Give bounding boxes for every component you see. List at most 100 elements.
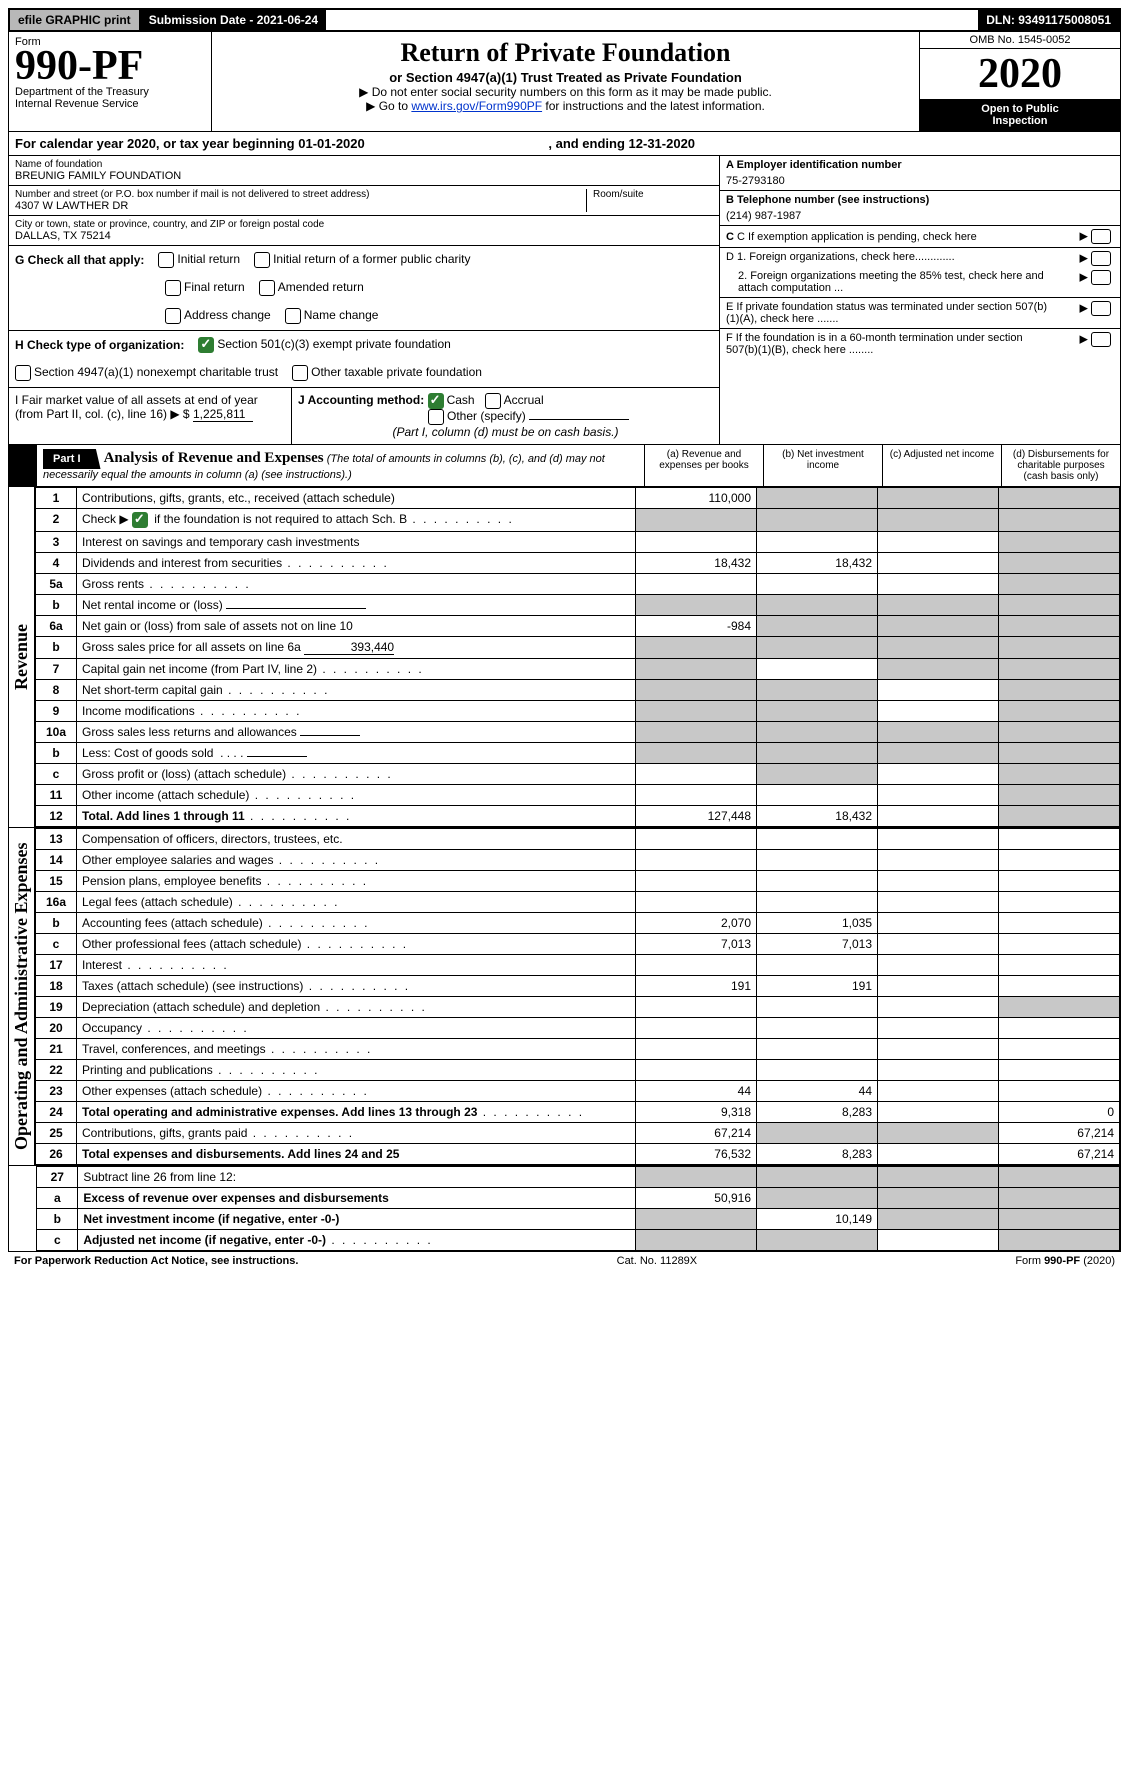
g-initial-former: Initial return of a former public charit… [273, 252, 470, 266]
irs-link[interactable]: www.irs.gov/Form990PF [411, 99, 542, 113]
footer-right: Form 990-PF (2020) [1015, 1255, 1115, 1267]
h-other: Other taxable private foundation [311, 365, 482, 379]
other-specify-field[interactable] [529, 419, 629, 420]
b-label: B Telephone number (see instructions) [726, 194, 929, 206]
col-c-header: (c) Adjusted net income [882, 445, 1001, 486]
table-row: 12Total. Add lines 1 through 11127,44818… [36, 806, 1120, 827]
accrual-checkbox[interactable] [485, 393, 501, 409]
10b-field[interactable] [247, 756, 307, 757]
info-right: A Employer identification number 75-2793… [719, 156, 1120, 444]
dept-treasury: Department of the Treasury [15, 86, 205, 98]
irs-label: Internal Revenue Service [15, 98, 205, 110]
table-row: aExcess of revenue over expenses and dis… [37, 1188, 1120, 1209]
section-ij: I Fair market value of all assets at end… [9, 388, 719, 444]
table-row: bAccounting fees (attach schedule)2,0701… [36, 913, 1120, 934]
h-501: Section 501(c)(3) exempt private foundat… [217, 337, 450, 351]
city-cell: City or town, state or province, country… [9, 216, 719, 246]
table-row: 27Subtract line 26 from line 12: [37, 1167, 1120, 1188]
table-row: 10aGross sales less returns and allowanc… [36, 722, 1120, 743]
table-row: 4Dividends and interest from securities1… [36, 553, 1120, 574]
f-label: F If the foundation is in a 60-month ter… [726, 332, 1056, 356]
sch-b-checkbox[interactable] [132, 512, 148, 528]
table-row: 18Taxes (attach schedule) (see instructi… [36, 976, 1120, 997]
ein-cell: A Employer identification number 75-2793… [720, 156, 1120, 191]
address-change-checkbox[interactable] [165, 308, 181, 324]
c-checkbox[interactable] [1091, 229, 1111, 244]
cash-checkbox[interactable] [428, 393, 444, 409]
d1-label: D 1. Foreign organizations, check here..… [726, 251, 955, 266]
10a-field[interactable] [300, 735, 360, 736]
table-row: 22Printing and publications [36, 1060, 1120, 1081]
d2-label: 2. Foreign organizations meeting the 85%… [726, 270, 1048, 294]
4947-checkbox[interactable] [15, 365, 31, 381]
table-row: 15Pension plans, employee benefits [36, 871, 1120, 892]
cal-begin: 01-01-2020 [298, 136, 365, 151]
expenses-table: 13Compensation of officers, directors, t… [35, 828, 1120, 1165]
name-change-checkbox[interactable] [285, 308, 301, 324]
dln-label: DLN: 93491175008051 [978, 10, 1119, 30]
part1-header-row: Part I Analysis of Revenue and Expenses … [8, 445, 1121, 487]
section-j: J Accounting method: Cash Accrual Other … [292, 388, 719, 444]
page-footer: For Paperwork Reduction Act Notice, see … [8, 1252, 1121, 1270]
table-row: 17Interest [36, 955, 1120, 976]
expenses-section: Operating and Administrative Expenses 13… [8, 828, 1121, 1166]
instruction-1: ▶ Do not enter social security numbers o… [218, 85, 913, 99]
d2-checkbox[interactable] [1091, 270, 1111, 285]
c-cell: C C If exemption application is pending,… [720, 226, 1120, 248]
j-accrual: Accrual [504, 393, 544, 407]
cal-end: 12-31-2020 [629, 136, 696, 151]
g-label: G Check all that apply: [15, 253, 144, 267]
section-i: I Fair market value of all assets at end… [9, 388, 292, 444]
d-cell: D 1. Foreign organizations, check here..… [720, 248, 1120, 298]
f-cell: F If the foundation is in a 60-month ter… [720, 329, 1120, 359]
phone-cell: B Telephone number (see instructions) (2… [720, 191, 1120, 226]
initial-return-checkbox[interactable] [158, 252, 174, 268]
final-return-checkbox[interactable] [165, 280, 181, 296]
amended-return-checkbox[interactable] [259, 280, 275, 296]
part1-side-spacer [9, 445, 37, 486]
table-row: 7Capital gain net income (from Part IV, … [36, 659, 1120, 680]
part1-badge: Part I [43, 449, 101, 469]
expenses-side-label: Operating and Administrative Expenses [9, 828, 35, 1165]
form-subtitle: or Section 4947(a)(1) Trust Treated as P… [218, 70, 913, 85]
f-checkbox[interactable] [1091, 332, 1111, 347]
header-left: Form 990-PF Department of the Treasury I… [9, 32, 212, 131]
e-checkbox[interactable] [1091, 301, 1111, 316]
instruction-2: ▶ Go to www.irs.gov/Form990PF for instru… [218, 99, 913, 113]
table-row: 9Income modifications [36, 701, 1120, 722]
d1-checkbox[interactable] [1091, 251, 1111, 266]
j-cash: Cash [447, 393, 475, 407]
g-name: Name change [304, 308, 379, 322]
6b-value: 393,440 [304, 640, 394, 655]
line27-section: 27Subtract line 26 from line 12: aExcess… [8, 1166, 1121, 1252]
j-note: (Part I, column (d) must be on cash basi… [298, 425, 713, 439]
g-initial: Initial return [177, 252, 240, 266]
addr-label: Number and street (or P.O. box number if… [15, 189, 586, 200]
table-row: cAdjusted net income (if negative, enter… [37, 1230, 1120, 1251]
table-row: 23Other expenses (attach schedule)4444 [36, 1081, 1120, 1102]
initial-former-checkbox[interactable] [254, 252, 270, 268]
j-label: J Accounting method: [298, 393, 424, 407]
h-4947: Section 4947(a)(1) nonexempt charitable … [34, 365, 278, 379]
other-method-checkbox[interactable] [428, 409, 444, 425]
instr2-post: for instructions and the latest informat… [542, 99, 765, 113]
foundation-name: BREUNIG FAMILY FOUNDATION [15, 170, 713, 182]
table-row: 25Contributions, gifts, grants paid67,21… [36, 1123, 1120, 1144]
501c3-checkbox[interactable] [198, 337, 214, 353]
table-row: bLess: Cost of goods sold . . . . [36, 743, 1120, 764]
table-row: 13Compensation of officers, directors, t… [36, 829, 1120, 850]
col-d-header: (d) Disbursements for charitable purpose… [1001, 445, 1120, 486]
top-bar: efile GRAPHIC print Submission Date - 20… [8, 8, 1121, 32]
name-label: Name of foundation [15, 159, 713, 170]
table-row: 14Other employee salaries and wages [36, 850, 1120, 871]
name-cell: Name of foundation BREUNIG FAMILY FOUNDA… [9, 156, 719, 186]
revenue-table: 1Contributions, gifts, grants, etc., rec… [35, 487, 1120, 827]
omb-number: OMB No. 1545-0052 [920, 32, 1120, 49]
ein-value: 75-2793180 [726, 171, 1114, 187]
other-taxable-checkbox[interactable] [292, 365, 308, 381]
fmv-value: 1,225,811 [193, 407, 253, 422]
g-final: Final return [184, 280, 245, 294]
line27-spacer [9, 1166, 36, 1251]
5b-field[interactable] [226, 608, 366, 609]
table-row: 20Occupancy [36, 1018, 1120, 1039]
